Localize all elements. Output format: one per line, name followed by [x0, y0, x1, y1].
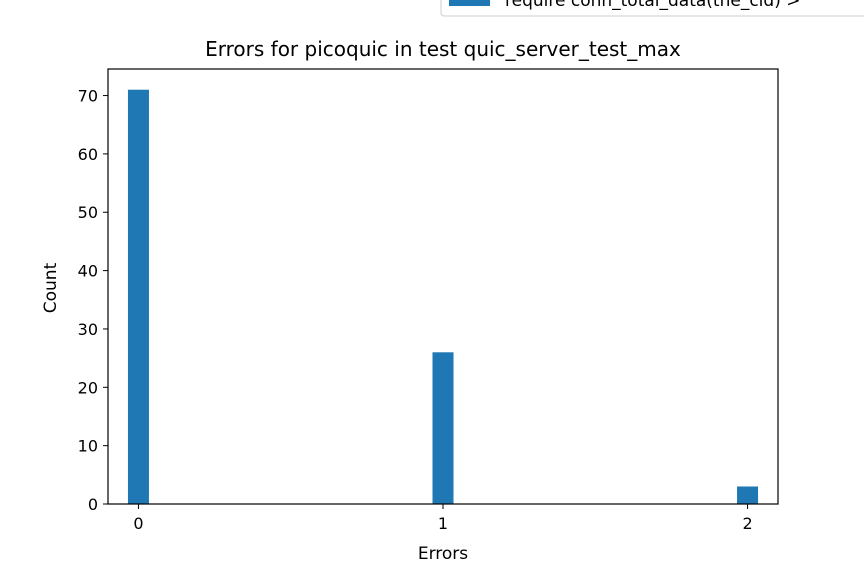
bars — [127, 89, 759, 504]
legend-box — [440, 0, 864, 17]
legend-label: require conn_total_data(the_cid) > — [505, 0, 800, 11]
legend: require conn_total_data(the_cid) > — [440, 0, 864, 17]
y-tick-label: 0 — [88, 495, 98, 514]
x-axis-ticks: 0 1 2 — [133, 504, 753, 533]
bar-2 — [737, 486, 759, 504]
bar-0 — [127, 89, 149, 504]
y-tick-label: 10 — [78, 437, 98, 456]
y-tick-label: 30 — [78, 320, 98, 339]
x-tick-label: 0 — [133, 514, 143, 533]
legend-swatch — [449, 0, 490, 6]
y-tick-label: 60 — [78, 145, 98, 164]
y-tick-label: 20 — [78, 378, 98, 397]
x-tick-label: 2 — [742, 514, 752, 533]
plot-area: 0 1 2 0 10 20 30 40 50 60 70 — [78, 68, 779, 533]
y-axis-ticks: 0 10 20 30 40 50 60 70 — [78, 87, 108, 514]
chart-title: Errors for picoquic in test quic_server_… — [205, 37, 681, 61]
bar-1 — [432, 352, 454, 504]
y-tick-label: 50 — [78, 203, 98, 222]
y-axis-label: Count — [41, 262, 61, 313]
x-axis-label: Errors — [418, 544, 468, 564]
y-tick-label: 40 — [78, 262, 98, 281]
y-tick-label: 70 — [78, 87, 98, 106]
x-tick-label: 1 — [438, 514, 448, 533]
